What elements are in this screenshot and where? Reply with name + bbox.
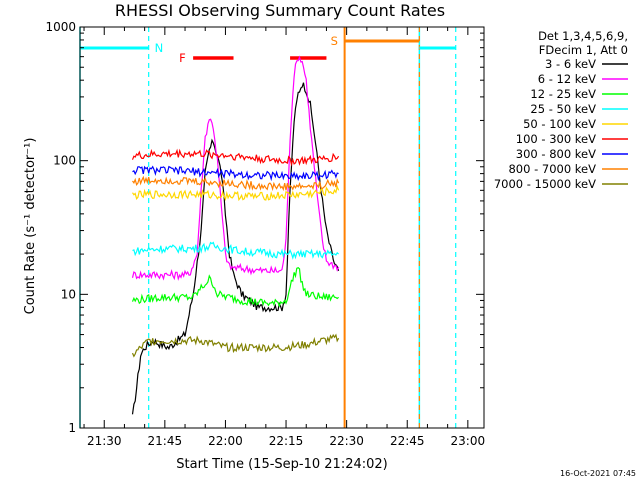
series-line [132,184,340,202]
legend-entry: 50 - 100 keV [523,117,596,131]
legend-entry: 800 - 7000 keV [508,162,596,176]
x-tick-label: 22:15 [269,434,304,448]
night-label: N [155,41,164,55]
legend-entry: 6 - 12 keV [538,72,596,86]
legend-entry: 3 - 6 keV [545,57,596,71]
x-tick-label: 22:00 [208,434,243,448]
legend-entry: 7000 - 15000 keV [494,177,596,191]
y-tick-label: 10 [61,287,76,301]
x-tick-label: 22:45 [390,434,425,448]
y-tick-label: 1000 [45,20,76,34]
date-stamp: 16-Oct-2021 07:45 [560,469,636,478]
legend-entry: 300 - 800 keV [516,147,596,161]
legend: Det 1,3,4,5,6,9,FDecim 1, Att 03 - 6 keV… [494,29,628,191]
series-line [131,267,339,308]
series-line [132,241,340,260]
series-line [132,165,339,182]
chart-title: RHESSI Observing Summary Count Rates [115,1,445,20]
series-line [131,333,340,358]
saa-label: S [331,34,338,48]
flare-label: F [179,51,186,65]
chart-marks: N F S [79,27,457,428]
series-line [131,82,340,415]
x-tick-label: 22:30 [329,434,364,448]
legend-entry: 12 - 25 keV [530,87,596,101]
series-line [132,175,340,192]
y-tick-label: 1 [68,421,76,435]
series-line [131,55,340,281]
x-tick-label: 21:30 [87,434,122,448]
legend-entry: 100 - 300 keV [516,132,596,146]
series-line [131,148,340,167]
plot-frame [79,26,485,429]
legend-entry: 25 - 50 keV [530,102,596,116]
axes: 1 10 100 1000 21:30 21:45 22:00 22:15 22:30 22:45… [45,20,485,448]
y-axis-label: Count Rate (s⁻¹ detector⁻¹) [23,138,38,315]
y-tick-label: 100 [53,154,76,168]
x-axis-label: Start Time (15-Sep-10 21:24:02) [176,457,387,472]
legend-header: Det 1,3,4,5,6,9, [538,29,628,43]
legend-header: FDecim 1, Att 0 [539,43,628,57]
series-lines [131,55,340,415]
x-tick-label: 23:00 [451,434,486,448]
x-tick-label: 21:45 [148,434,183,448]
